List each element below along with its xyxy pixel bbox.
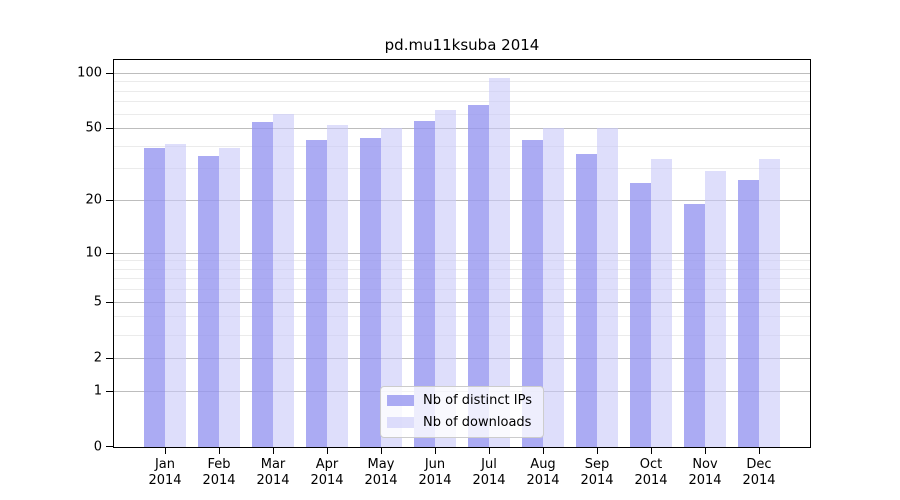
gridline-minor [114,101,810,103]
legend-item-distinct-ips: Nb of distinct IPs [387,393,532,408]
x-tick-mark [381,448,382,454]
bar-distinct-ips [468,104,489,447]
x-tick-label: Nov 2014 [688,457,722,488]
bar-distinct-ips [252,121,273,447]
x-tick-mark [327,448,328,454]
gridline-major [114,301,810,303]
bar-distinct-ips [360,138,381,447]
bar-distinct-ips [738,179,759,447]
bar-downloads [219,147,240,447]
x-tick-label: Sep 2014 [580,457,614,488]
bar-downloads [489,77,510,447]
x-tick-label: Oct 2014 [634,457,668,488]
gridline-minor [114,316,810,318]
x-tick-mark [273,448,274,454]
bar-downloads [759,158,780,447]
x-tick-label: Dec 2014 [742,457,776,488]
y-tick-mark [106,357,113,359]
bar-downloads [705,171,726,447]
bar-downloads [597,128,618,447]
x-tick-mark [597,448,598,454]
x-tick-label: Jun 2014 [418,457,452,488]
y-tick-label: 20 [85,192,102,208]
bar-downloads [381,128,402,447]
legend-swatch-downloads [387,417,415,428]
bar-downloads [435,109,456,447]
x-tick-label: May 2014 [364,457,398,488]
gridline-minor [114,145,810,147]
gridline-minor [114,81,810,83]
x-tick-label: Feb 2014 [202,457,236,488]
y-tick-label: 2 [93,350,102,366]
y-tick-label: 1 [93,383,102,399]
x-tick-label: Jul 2014 [472,457,506,488]
y-tick-mark [106,252,113,254]
bar-distinct-ips [414,120,435,447]
y-tick-mark [106,446,113,447]
x-tick-mark [165,448,166,454]
gridline-minor [114,113,810,115]
x-tick-mark [435,448,436,454]
gridline-minor [114,334,810,336]
x-tick-mark [759,448,760,454]
x-tick-mark [543,448,544,454]
x-tick-label: Jan 2014 [148,457,182,488]
gridline-minor [114,268,810,270]
bar-downloads [165,143,186,447]
x-tick-mark [705,448,706,454]
gridline-major [114,252,810,254]
x-tick-label: Aug 2014 [526,457,560,488]
x-tick-label: Apr 2014 [310,457,344,488]
y-tick-label: 100 [77,65,102,81]
y-tick-mark [106,301,113,303]
y-tick-label: 50 [85,120,102,136]
bar-distinct-ips [198,156,219,447]
bar-downloads [543,128,564,447]
gridline-minor [114,168,810,170]
y-tick-label: 5 [93,294,102,310]
bar-distinct-ips [144,147,165,447]
gridline-minor [114,278,810,280]
x-tick-mark [651,448,652,454]
bar-downloads [651,158,672,447]
x-tick-mark [219,448,220,454]
chart-title: pd.mu11ksuba 2014 [384,36,540,54]
gridline-minor [114,289,810,291]
gridline-minor [114,90,810,92]
y-tick-mark [106,128,113,129]
bar-distinct-ips [684,204,705,447]
x-tick-mark [489,448,490,454]
bar-downloads [327,124,348,447]
gridline-major [114,357,810,359]
legend-item-downloads: Nb of downloads [387,415,532,430]
y-tick-label: 0 [93,439,102,455]
y-tick-mark [106,390,113,392]
gridline-major [114,72,810,74]
y-tick-mark [106,72,113,74]
legend-label-downloads: Nb of downloads [423,415,532,430]
legend-label-distinct-ips: Nb of distinct IPs [423,393,532,408]
legend-swatch-distinct-ips [387,395,415,406]
bar-distinct-ips [522,140,543,447]
gridline-major [114,200,810,201]
bar-distinct-ips [576,154,597,447]
bar-distinct-ips [306,140,327,447]
bar-distinct-ips [630,182,651,447]
legend: Nb of distinct IPs Nb of downloads [380,386,544,438]
plot-area: 0 1 2 5 10 20 50 100 Jan 2014 Feb 2014 Mar 2014 Apr 201… [77,59,811,488]
gridline-minor [114,260,810,262]
gridline-major [114,128,810,129]
bar-downloads [273,113,294,447]
y-tick-label: 10 [85,245,102,260]
y-tick-mark [106,200,113,201]
x-tick-label: Mar 2014 [256,457,290,488]
